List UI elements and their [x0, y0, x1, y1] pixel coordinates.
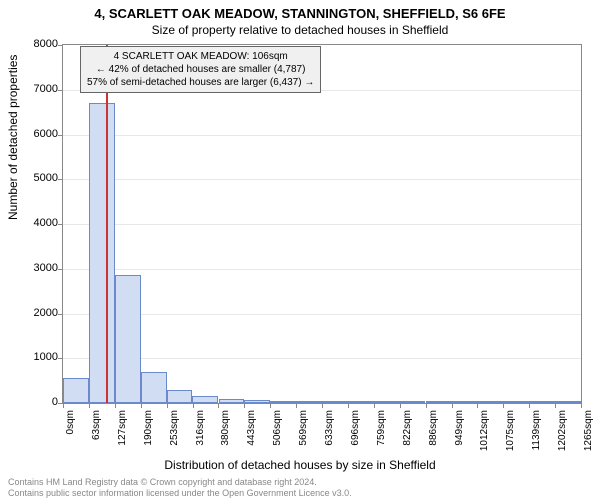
histogram-bar [555, 401, 581, 403]
x-tick-label: 0sqm [65, 410, 76, 460]
y-tick-label: 6000 [18, 128, 58, 140]
y-tick-label: 1000 [18, 351, 58, 363]
histogram-bar [192, 396, 218, 403]
histogram-bar [167, 390, 193, 403]
x-tick-mark [296, 403, 297, 408]
annotation-smaller-pct: ← 42% of detached houses are smaller (4,… [87, 63, 314, 76]
histogram-bar [219, 399, 245, 403]
x-tick-mark [115, 403, 116, 408]
x-tick-label: 1265sqm [583, 410, 594, 460]
x-tick-mark [193, 403, 194, 408]
x-tick-mark [348, 403, 349, 408]
histogram-bar [296, 401, 322, 403]
histogram-bar [503, 401, 529, 403]
x-tick-mark [555, 403, 556, 408]
copyright-footer: Contains HM Land Registry data © Crown c… [8, 477, 352, 498]
y-tick-mark [58, 314, 63, 315]
x-tick-mark [503, 403, 504, 408]
footer-line-2: Contains public sector information licen… [8, 488, 352, 498]
x-tick-label: 633sqm [324, 410, 335, 460]
y-tick-mark [58, 45, 63, 46]
x-tick-label: 316sqm [195, 410, 206, 460]
property-marker-line [106, 45, 108, 403]
histogram-bar [400, 401, 426, 403]
histogram-bar [244, 400, 270, 403]
histogram-bar [270, 401, 296, 403]
annotation-property-size: 4 SCARLETT OAK MEADOW: 106sqm [87, 50, 314, 63]
y-tick-label: 3000 [18, 262, 58, 274]
y-tick-mark [58, 269, 63, 270]
chart-title-address: 4, SCARLETT OAK MEADOW, STANNINGTON, SHE… [0, 0, 600, 21]
property-annotation-box: 4 SCARLETT OAK MEADOW: 106sqm ← 42% of d… [80, 46, 321, 93]
footer-line-1: Contains HM Land Registry data © Crown c… [8, 477, 352, 487]
gridline [63, 224, 581, 225]
x-tick-label: 443sqm [246, 410, 257, 460]
histogram-bar [477, 401, 503, 403]
chart-subtitle: Size of property relative to detached ho… [0, 21, 600, 37]
x-tick-mark [218, 403, 219, 408]
y-tick-label: 0 [18, 396, 58, 408]
x-tick-label: 380sqm [220, 410, 231, 460]
histogram-bar [374, 401, 400, 403]
x-tick-label: 506sqm [272, 410, 283, 460]
histogram-bar [348, 401, 374, 403]
x-tick-label: 63sqm [91, 410, 102, 460]
x-tick-label: 127sqm [117, 410, 128, 460]
x-tick-label: 822sqm [402, 410, 413, 460]
gridline [63, 179, 581, 180]
y-tick-label: 8000 [18, 38, 58, 50]
x-tick-label: 949sqm [454, 410, 465, 460]
x-tick-label: 1202sqm [557, 410, 568, 460]
y-tick-mark [58, 90, 63, 91]
x-tick-mark [374, 403, 375, 408]
y-tick-label: 4000 [18, 217, 58, 229]
x-tick-mark [581, 403, 582, 408]
gridline [63, 269, 581, 270]
x-tick-mark [529, 403, 530, 408]
chart-plot-area [62, 44, 582, 404]
x-tick-mark [426, 403, 427, 408]
x-tick-label: 1075sqm [505, 410, 516, 460]
histogram-bar [141, 372, 167, 403]
x-tick-label: 759sqm [376, 410, 387, 460]
histogram-bar [322, 401, 348, 403]
y-tick-mark [58, 135, 63, 136]
y-tick-label: 7000 [18, 83, 58, 95]
x-tick-mark [167, 403, 168, 408]
y-tick-label: 5000 [18, 172, 58, 184]
x-tick-mark [244, 403, 245, 408]
gridline [63, 135, 581, 136]
x-tick-label: 1139sqm [531, 410, 542, 460]
x-tick-label: 696sqm [350, 410, 361, 460]
histogram-bar [529, 401, 555, 403]
y-tick-mark [58, 179, 63, 180]
histogram-bar [452, 401, 478, 403]
annotation-larger-pct: 57% of semi-detached houses are larger (… [87, 76, 314, 89]
histogram-bar [89, 103, 115, 403]
x-tick-mark [63, 403, 64, 408]
x-tick-label: 1012sqm [479, 410, 490, 460]
x-tick-label: 253sqm [169, 410, 180, 460]
y-tick-mark [58, 358, 63, 359]
x-tick-mark [477, 403, 478, 408]
x-tick-mark [141, 403, 142, 408]
x-tick-mark [400, 403, 401, 408]
histogram-bar [426, 401, 452, 403]
y-tick-label: 2000 [18, 307, 58, 319]
x-tick-label: 190sqm [143, 410, 154, 460]
histogram-bar [115, 275, 141, 403]
x-tick-mark [452, 403, 453, 408]
x-axis-label: Distribution of detached houses by size … [0, 458, 600, 472]
histogram-bar [63, 378, 89, 403]
x-tick-mark [322, 403, 323, 408]
x-tick-label: 569sqm [298, 410, 309, 460]
y-tick-mark [58, 224, 63, 225]
x-tick-mark [89, 403, 90, 408]
x-tick-mark [270, 403, 271, 408]
x-tick-label: 886sqm [428, 410, 439, 460]
